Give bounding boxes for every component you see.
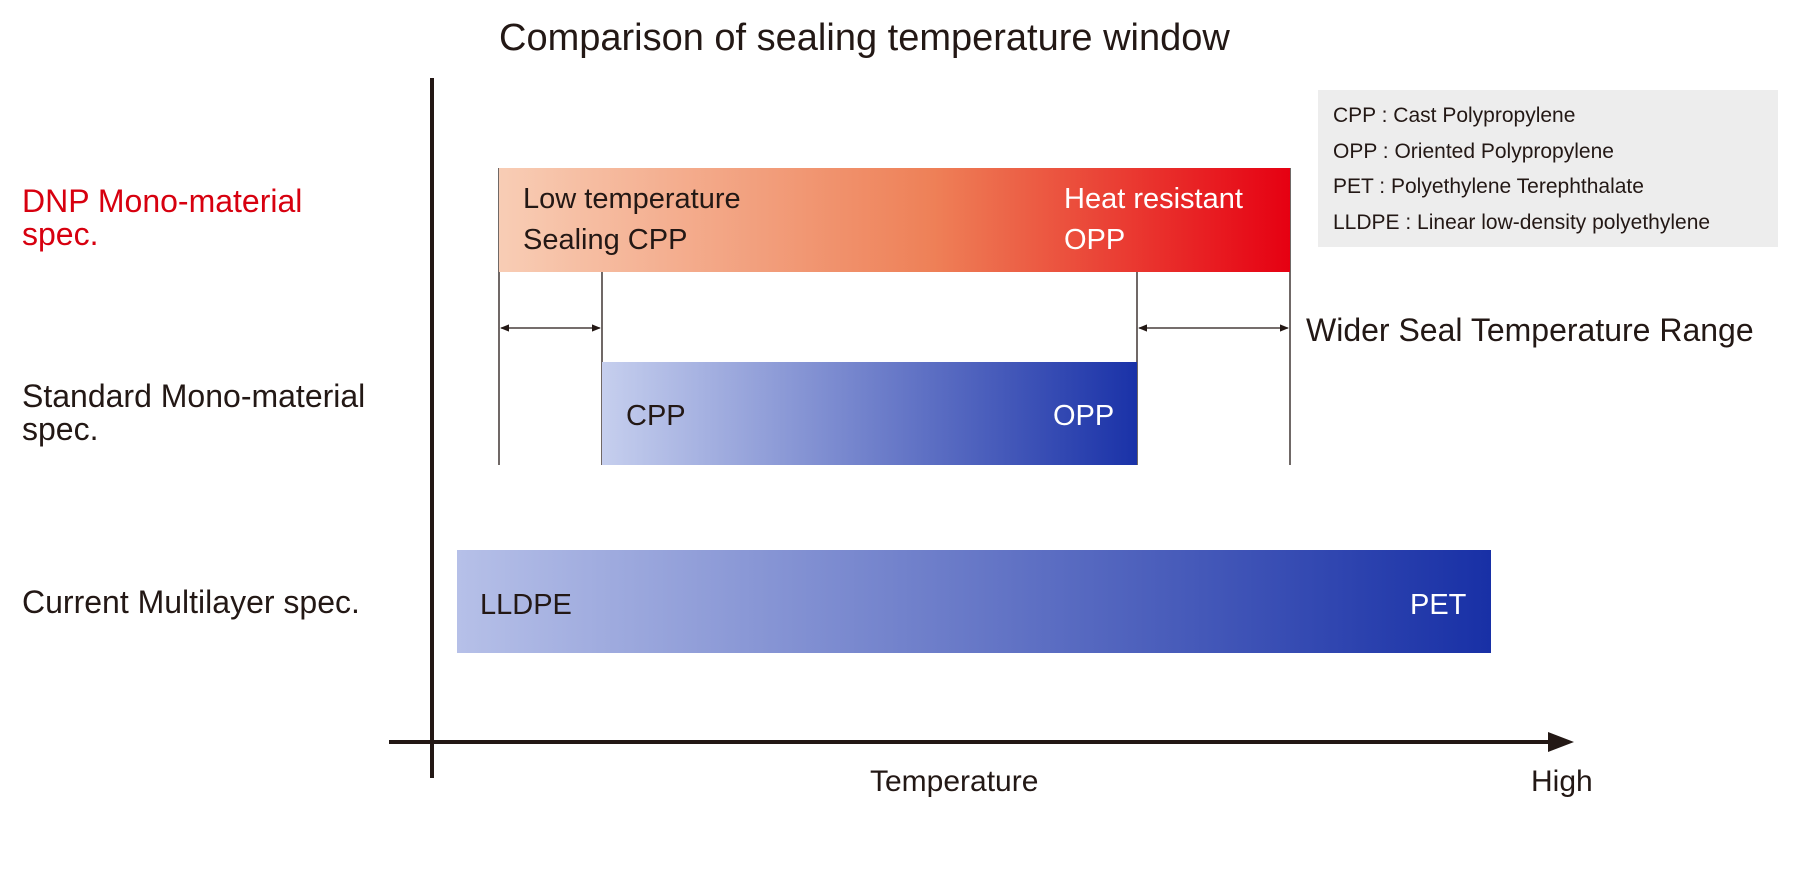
row-label-dnp-line2: spec.: [22, 216, 98, 252]
bar-dnp-low-label-line2: Sealing CPP: [523, 224, 687, 256]
bar-standard-mono-material: [602, 362, 1137, 465]
bar-dnp-low-label: Low temperature: [523, 183, 741, 215]
legend-item-lldpe: LLDPE : Linear low-density polyethylene: [1333, 211, 1710, 234]
legend-item-cpp: CPP : Cast Polypropylene: [1333, 104, 1575, 127]
x-axis-end-label: High: [1531, 765, 1593, 798]
diagram-title: Comparison of sealing temperature window: [499, 17, 1230, 59]
legend-item-pet: PET : Polyethylene Terephthalate: [1333, 175, 1644, 198]
wider-range-annotation: Wider Seal Temperature Range: [1306, 312, 1754, 348]
row-label-current: Current Multilayer spec.: [22, 584, 360, 620]
bar-standard-low-label: CPP: [626, 400, 686, 432]
bar-current-low-label: LLDPE: [480, 589, 572, 621]
legend-box: [1318, 90, 1778, 247]
row-label-standard: Standard Mono-material: [22, 378, 365, 414]
bar-standard-high-label: OPP: [1053, 400, 1114, 432]
bar-current-high-label: PET: [1410, 589, 1467, 621]
bar-current-multilayer: [457, 550, 1491, 653]
bar-dnp-mono-material: [499, 168, 1290, 272]
row-label-standard-line2: spec.: [22, 411, 98, 447]
row-label-dnp: DNP Mono-material: [22, 183, 302, 219]
legend-item-opp: OPP : Oriented Polypropylene: [1333, 140, 1614, 163]
x-axis-arrowhead: [1548, 732, 1574, 752]
bar-dnp-high-label: Heat resistant: [1064, 183, 1243, 215]
x-axis-label: Temperature: [870, 765, 1038, 798]
bar-dnp-high-label-line2: OPP: [1064, 224, 1125, 256]
